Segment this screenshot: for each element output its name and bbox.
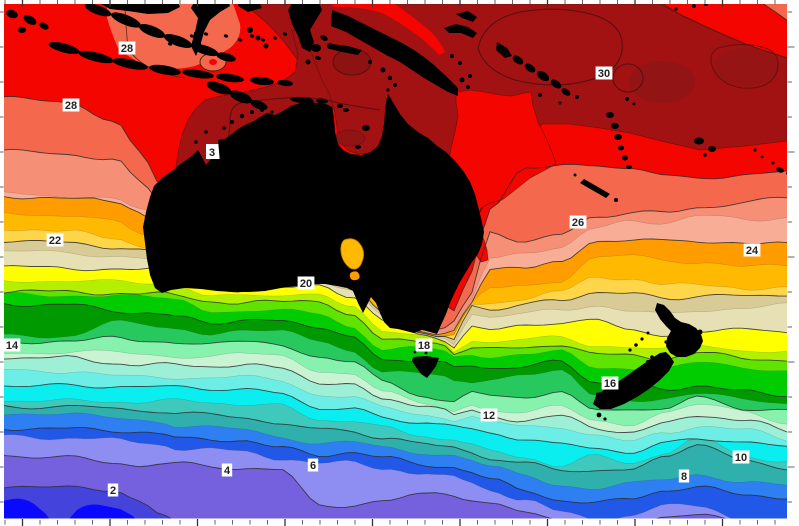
svg-text:16: 16 (604, 378, 616, 390)
svg-text:28: 28 (121, 43, 133, 55)
svg-text:20: 20 (300, 278, 312, 290)
svg-text:24: 24 (746, 245, 759, 257)
svg-text:30: 30 (598, 68, 610, 80)
svg-text:6: 6 (310, 460, 316, 472)
svg-text:10: 10 (735, 452, 747, 464)
svg-text:22: 22 (49, 235, 61, 247)
svg-text:4: 4 (224, 465, 231, 477)
svg-text:26: 26 (572, 217, 584, 229)
svg-text:8: 8 (681, 471, 687, 483)
svg-text:18: 18 (418, 340, 430, 352)
svg-text:3: 3 (209, 147, 215, 159)
svg-text:2: 2 (110, 485, 116, 497)
svg-text:12: 12 (483, 410, 495, 422)
svg-text:28: 28 (65, 100, 77, 112)
svg-text:14: 14 (6, 340, 19, 352)
